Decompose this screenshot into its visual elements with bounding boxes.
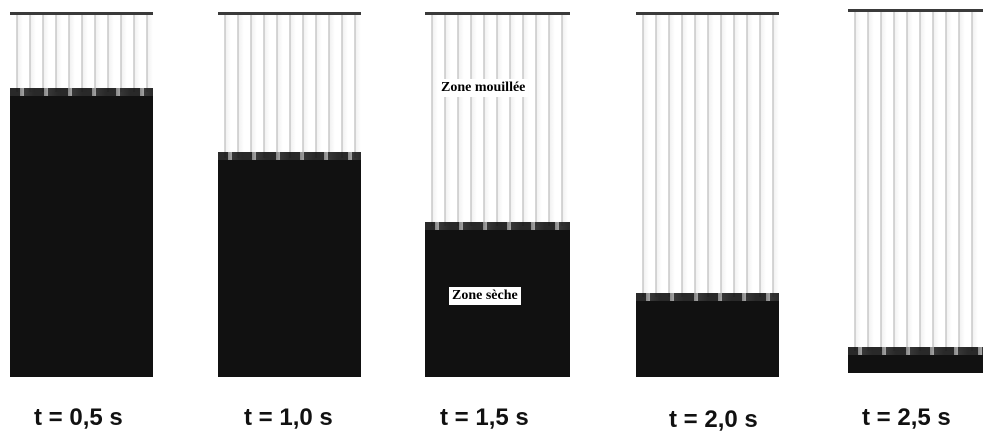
time-label-2: t = 1,0 s xyxy=(244,404,333,431)
wetting-front xyxy=(218,152,361,160)
frame-2 xyxy=(218,12,361,377)
frame-top-edge xyxy=(425,12,570,15)
wet-zone xyxy=(636,12,779,297)
frame-3 xyxy=(425,12,570,377)
dry-zone xyxy=(848,355,983,373)
frame-1 xyxy=(10,12,153,377)
frame-top-edge xyxy=(10,12,153,15)
time-label-3: t = 1,5 s xyxy=(440,404,529,431)
dry-zone xyxy=(10,96,153,377)
time-label-4: t = 2,0 s xyxy=(669,406,758,433)
wet-zone-label: Zone mouillée xyxy=(438,79,529,97)
dry-zone xyxy=(218,160,361,377)
wetting-front xyxy=(10,88,153,96)
frame-top-edge xyxy=(218,12,361,15)
time-label-1: t = 0,5 s xyxy=(34,404,123,431)
wetting-front xyxy=(636,293,779,301)
wet-zone xyxy=(10,12,153,92)
time-label-5: t = 2,5 s xyxy=(862,404,951,431)
wet-zone xyxy=(218,12,361,158)
frame-top-edge xyxy=(848,9,983,12)
wetting-front xyxy=(848,347,983,355)
frame-top-edge xyxy=(636,12,779,15)
frame-4 xyxy=(636,12,779,377)
wet-zone xyxy=(425,12,570,226)
dry-zone-label: Zone sèche xyxy=(449,287,521,305)
wetting-front xyxy=(425,222,570,230)
frame-5 xyxy=(848,9,983,373)
dry-zone xyxy=(636,301,779,377)
wet-zone xyxy=(848,9,983,351)
